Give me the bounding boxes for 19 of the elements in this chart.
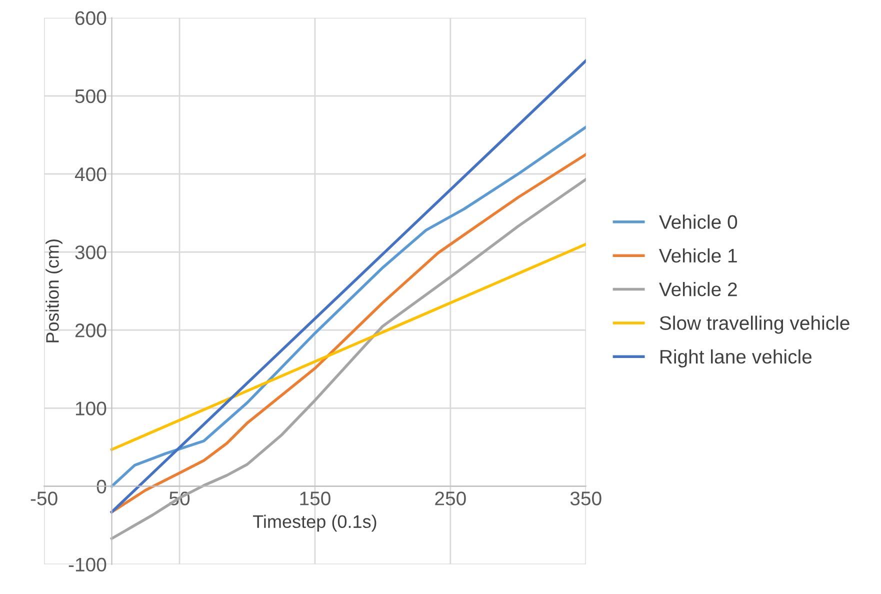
legend-label: Right lane vehicle [660,349,812,368]
x-axis-title: Timestep (0.1s) [252,514,376,532]
y-tick-label: -100 [68,558,106,572]
y-tick-label: 400 [74,167,106,182]
x-tick-label: 350 [570,492,602,506]
y-tick-label: 0 [96,480,106,494]
x-tick-label: 250 [435,492,466,506]
y-tick-label: 500 [75,89,106,104]
y-tick-label: 300 [75,245,106,260]
legend-label: Vehicle 1 [659,248,737,263]
legend-label: Slow travelling vehicle [660,316,850,334]
y-tick-label: 600 [75,11,106,26]
legend-label: Vehicle 0 [659,214,738,229]
legend-label: Vehicle 2 [659,282,737,296]
y-tick-label: 200 [75,324,106,338]
y-axis-title: Position (cm) [46,240,62,342]
y-tick-label: 100 [76,402,106,416]
x-tick-label: -50 [30,492,58,506]
x-tick-label: 150 [300,492,330,506]
